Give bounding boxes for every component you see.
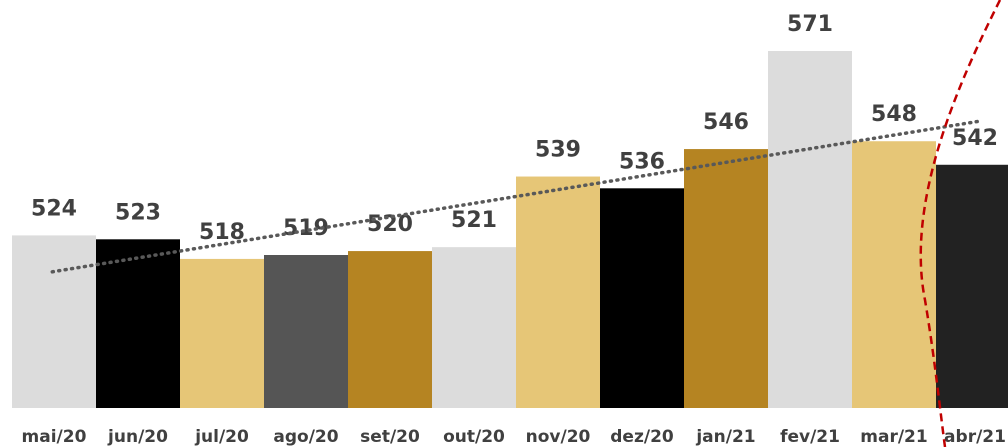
bar: [516, 176, 600, 408]
bar: [936, 164, 1008, 408]
data-label: 571: [787, 12, 833, 37]
x-tick-label: jun/20: [107, 427, 168, 447]
bar: [432, 247, 516, 408]
bar: [348, 251, 432, 408]
data-label: 523: [115, 200, 161, 225]
data-label: 548: [871, 102, 917, 127]
x-tick-label: abr/21: [944, 427, 1006, 447]
bar: [12, 235, 96, 408]
x-tick-label: mai/20: [22, 427, 87, 447]
x-tick-label: set/20: [360, 427, 420, 447]
bar: [264, 255, 348, 408]
bar: [180, 258, 264, 408]
x-tick-label: ago/20: [273, 427, 338, 447]
x-tick-label: dez/20: [610, 427, 674, 447]
data-label: 542: [952, 126, 998, 151]
bar: [684, 149, 768, 409]
data-label: 520: [367, 212, 413, 237]
data-label: 521: [451, 208, 497, 233]
bar: [600, 188, 684, 408]
overlay: 524mai/20523jun/20518jul/20519ago/20520s…: [22, 12, 1006, 447]
data-label: 536: [619, 149, 665, 174]
bars: [12, 51, 1008, 409]
x-tick-label: jan/21: [695, 427, 755, 447]
data-label: 539: [535, 138, 581, 163]
data-label: 524: [31, 196, 77, 221]
x-tick-label: jul/20: [194, 427, 249, 447]
x-tick-label: fev/21: [780, 427, 840, 447]
x-tick-label: out/20: [443, 427, 505, 447]
x-tick-label: nov/20: [526, 427, 591, 447]
bar: [768, 51, 852, 408]
highlight-curve: [919, 0, 1002, 447]
x-tick-label: mar/21: [860, 427, 927, 447]
bar: [852, 141, 936, 408]
trendline: [50, 119, 982, 274]
data-label: 546: [703, 110, 749, 135]
bar: [96, 239, 180, 408]
